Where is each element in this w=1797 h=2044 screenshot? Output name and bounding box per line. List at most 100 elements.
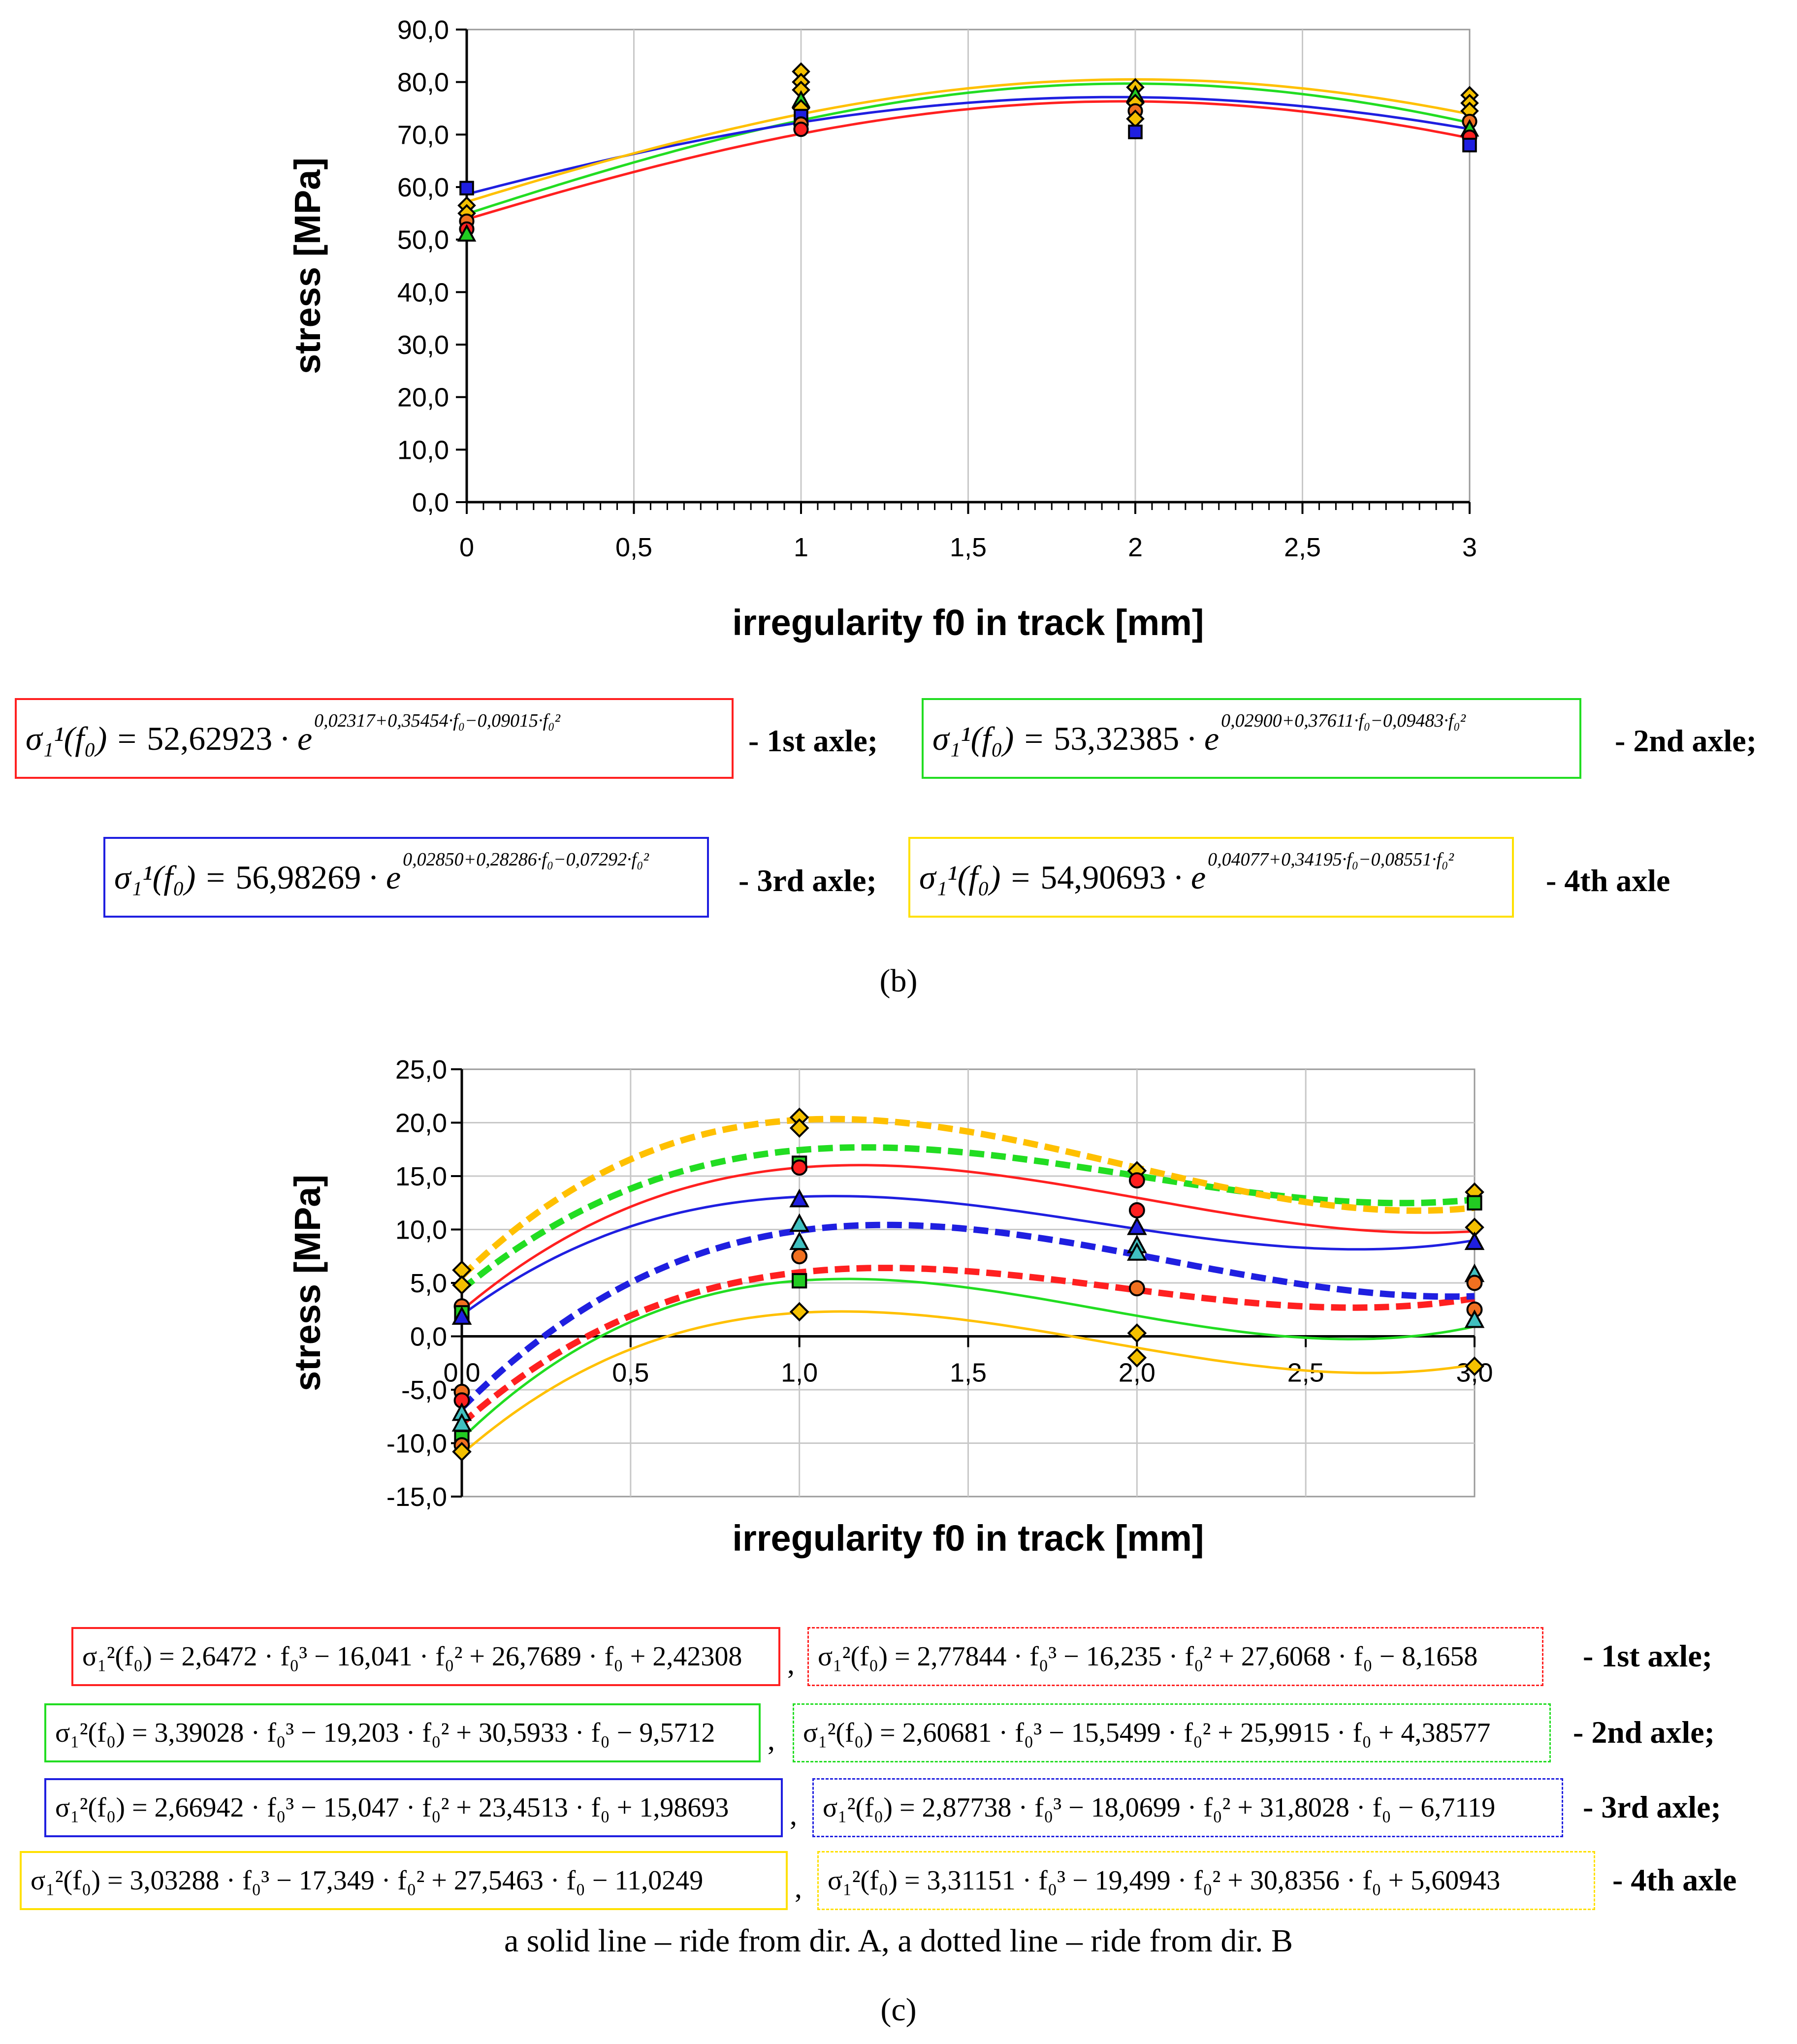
equation-exponent: 0,02317+0,35454·f₀−0,09015·f₀² (314, 710, 560, 731)
y-tick-label: 80,0 (397, 68, 449, 97)
y-tick-label: 70,0 (397, 120, 449, 150)
triangle-marker (457, 224, 477, 242)
circle-marker (1128, 1280, 1145, 1297)
x-tick-label: 1,0 (781, 1358, 818, 1388)
triangle-marker (1126, 1242, 1147, 1261)
circle-marker (1466, 1275, 1483, 1291)
axle-label: - 2nd axle; (1615, 723, 1757, 758)
circle-marker (793, 122, 809, 137)
x-tick-label: 0,5 (615, 533, 652, 562)
square-marker (1128, 125, 1143, 139)
equation-c-box-4-dir-b: σ₁²(f₀) = 3,31151 · f₀³ − 19,499 · f₀² +… (817, 1851, 1595, 1910)
equation-lhs: σ₁¹(f₀) = (932, 719, 1045, 757)
square-marker (459, 181, 474, 195)
square-marker (1462, 137, 1477, 153)
series-line-6 (459, 1221, 1475, 1410)
x-tick-label: 0 (459, 533, 474, 562)
equation-exponent: 0,02900+0,37611·f₀−0,09483·f₀² (1221, 710, 1466, 731)
equation-text: σ₁²(f₀) = 2,6472 · f₀³ − 16,041 · f₀² + … (82, 1641, 742, 1672)
x-tick-label: 1,5 (950, 533, 987, 562)
y-tick-label: 90,0 (397, 15, 449, 45)
y-tick-label: 20,0 (395, 1109, 447, 1138)
axle-label: - 4th axle (1612, 1862, 1737, 1897)
equation-separator: , (787, 1647, 795, 1680)
equation-separator: , (790, 1798, 797, 1831)
series-line-8 (459, 1116, 1475, 1279)
x-tick-label: 1,5 (950, 1358, 987, 1388)
y-tick-label: -15,0 (386, 1482, 447, 1512)
x-tick-label: 3 (1462, 533, 1477, 562)
x-tick-label: 1 (794, 533, 808, 562)
equation-exponent: 0,04077+0,34195·f₀−0,08551·f₀² (1208, 849, 1454, 870)
equation-coefficient: 52,62923 (147, 719, 273, 757)
series-line-4 (459, 1144, 1475, 1292)
y-tick-label: 10,0 (395, 1215, 447, 1245)
equation-separator: , (768, 1724, 775, 1756)
x-tick-label: 2,5 (1284, 533, 1321, 562)
equation-text: σ₁²(f₀) = 3,39028 · f₀³ − 19,203 · f₀² +… (55, 1718, 715, 1748)
diamond-marker (789, 1302, 809, 1322)
y-tick-label: 60,0 (397, 173, 449, 202)
triangle-marker (789, 1213, 810, 1232)
y-tick-label: 20,0 (397, 383, 449, 413)
x-tick-label: 0,5 (612, 1358, 649, 1388)
y-tick-label: 5,0 (410, 1269, 447, 1298)
equation-c-box-2-dir-a: σ₁²(f₀) = 3,39028 · f₀³ − 19,203 · f₀² +… (44, 1703, 761, 1762)
circle-marker (791, 1159, 808, 1176)
axle-label: - 3rd axle; (1583, 1789, 1721, 1824)
equation-c-box-1-dir-b: σ₁²(f₀) = 2,77844 · f₀³ − 16,235 · f₀² +… (807, 1627, 1543, 1686)
equation-c-box-1-dir-a: σ₁²(f₀) = 2,6472 · f₀³ − 16,041 · f₀² + … (71, 1627, 780, 1686)
equation-c-box-3-dir-a: σ₁²(f₀) = 2,66942 · f₀³ − 15,047 · f₀² +… (44, 1778, 783, 1837)
triangle-marker (789, 1188, 810, 1208)
equation-exponent: 0,02850+0,28286·f₀−0,07292·f₀² (403, 849, 649, 870)
circle-marker (1128, 1202, 1145, 1218)
equation-text: σ₁²(f₀) = 2,87738 · f₀³ − 18,0699 · f₀² … (823, 1792, 1496, 1823)
y-tick-label: -5,0 (401, 1375, 447, 1405)
y-tick-label: -10,0 (386, 1429, 447, 1459)
diamond-marker (1465, 1356, 1484, 1376)
diamond-marker (789, 1118, 809, 1138)
equation-b-box-2: σ₁¹(f₀) = 53,32385 · e 0,02900+0,37611·f₀−0,… (922, 698, 1581, 779)
series-line-3 (461, 1278, 1475, 1440)
equation-lhs: σ₁¹(f₀) = (919, 858, 1032, 896)
caption-b: (b) (879, 963, 918, 999)
equation-coefficient: 54,90693 (1040, 858, 1166, 896)
equation-c-box-2-dir-b: σ₁²(f₀) = 2,60681 · f₀³ − 15,5499 · f₀² … (793, 1703, 1551, 1762)
y-tick-label: 40,0 (397, 278, 449, 307)
x-axis-title: irregularity f0 in track [mm] (732, 602, 1204, 643)
equation-c-box-3-dir-b: σ₁²(f₀) = 2,87738 · f₀³ − 18,0699 · f₀² … (812, 1778, 1563, 1837)
equation-text: σ₁²(f₀) = 2,77844 · f₀³ − 16,235 · f₀² +… (818, 1641, 1478, 1672)
series-line-4 (466, 78, 1470, 203)
equation-lhs: σ₁¹(f₀) = (26, 719, 138, 757)
diamond-marker (452, 1442, 472, 1462)
axle-label: - 1st axle; (1583, 1638, 1713, 1673)
equation-lhs: σ₁¹(f₀) = (114, 858, 227, 896)
series-line-2 (459, 1265, 1476, 1426)
diamond-marker (452, 1275, 472, 1295)
x-tick-label: 2,5 (1287, 1358, 1324, 1388)
circle-marker (1128, 1172, 1145, 1189)
axle-label: - 4th axle (1546, 863, 1670, 898)
equation-b-box-1: σ₁¹(f₀) = 52,62923 · e 0,02317+0,35454·f₀−0,… (15, 698, 734, 779)
y-tick-label: 30,0 (397, 330, 449, 360)
diamond-marker (1127, 1348, 1147, 1368)
y-tick-label: 15,0 (395, 1162, 447, 1191)
equation-b-box-3: σ₁¹(f₀) = 56,98269 · e 0,02850+0,28286·f₀−0,… (103, 837, 709, 918)
equation-text: σ₁²(f₀) = 3,03288 · f₀³ − 17,349 · f₀² +… (31, 1865, 704, 1896)
series-line-7 (461, 1310, 1475, 1455)
y-tick-label: 50,0 (397, 225, 449, 255)
equation-b-box-4: σ₁¹(f₀) = 54,90693 · e 0,04077+0,34195·f₀−0,… (908, 837, 1514, 918)
equation-separator: , (795, 1871, 802, 1904)
axle-label: - 1st axle; (748, 723, 878, 758)
x-tick-label: 2 (1128, 533, 1143, 562)
circle-marker (791, 1248, 808, 1265)
series-line-1 (466, 100, 1470, 221)
y-axis-title: stress [MPa] (287, 158, 328, 374)
axle-label: - 2nd axle; (1573, 1715, 1715, 1750)
y-tick-label: 10,0 (397, 435, 449, 465)
series-line-2 (466, 82, 1470, 215)
square-marker (1467, 1195, 1482, 1211)
triangle-marker (451, 1306, 472, 1325)
equation-c-box-4-dir-a: σ₁²(f₀) = 3,03288 · f₀³ − 17,349 · f₀² +… (20, 1851, 788, 1910)
equation-text: σ₁²(f₀) = 2,66942 · f₀³ − 15,047 · f₀² +… (55, 1792, 729, 1823)
